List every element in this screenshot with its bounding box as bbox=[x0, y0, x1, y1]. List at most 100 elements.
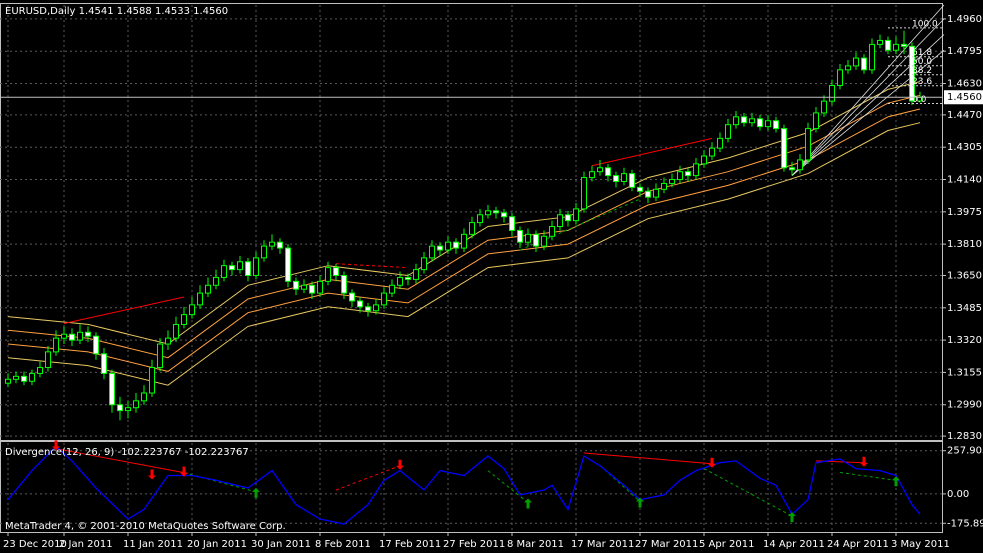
candle-body bbox=[237, 261, 243, 271]
candle-body bbox=[29, 372, 35, 382]
fan-line bbox=[791, 49, 945, 176]
candle-body bbox=[317, 280, 323, 294]
candle-body bbox=[85, 331, 91, 337]
candle-body bbox=[93, 335, 99, 355]
candle-body bbox=[189, 304, 195, 316]
candle-body bbox=[565, 214, 571, 222]
price-frame bbox=[0, 3, 943, 441]
x-tick-label: 20 Jan 2011 bbox=[187, 539, 247, 550]
y-tick-label: 1.4630 bbox=[947, 79, 982, 90]
x-tick-label: 14 Apr 2011 bbox=[763, 539, 825, 550]
candle-body bbox=[277, 241, 283, 249]
candle-body bbox=[757, 118, 763, 128]
candle-body bbox=[853, 57, 859, 67]
candle-body bbox=[605, 167, 611, 177]
sell-arrow bbox=[396, 459, 404, 470]
candle-body bbox=[557, 214, 563, 228]
y-tick-label: 1.4140 bbox=[947, 175, 982, 186]
candle-body bbox=[453, 241, 459, 249]
candle-body bbox=[341, 274, 347, 294]
candle-body bbox=[349, 292, 355, 302]
candle-body bbox=[293, 280, 299, 290]
candle-body bbox=[469, 222, 475, 235]
candle-body bbox=[789, 167, 795, 171]
fib-label: 100.0 bbox=[912, 19, 938, 29]
y-tick-label: 1.3810 bbox=[947, 239, 982, 250]
candle-body bbox=[429, 245, 435, 259]
y-tick-label: 1.4795 bbox=[947, 46, 982, 57]
candle-body bbox=[77, 331, 83, 341]
x-tick-label: 23 Dec 2010 bbox=[3, 539, 67, 550]
candle-body bbox=[909, 45, 915, 102]
candle-body bbox=[389, 284, 395, 294]
candle-body bbox=[541, 235, 547, 247]
candle-body bbox=[253, 257, 259, 276]
x-tick-label: 27 Mar 2011 bbox=[635, 539, 698, 550]
x-tick-label: 24 Apr 2011 bbox=[827, 539, 889, 550]
candle-body bbox=[461, 233, 467, 249]
candle-body bbox=[197, 292, 203, 306]
y-tick-label: 1.3485 bbox=[947, 303, 982, 314]
candle-body bbox=[829, 84, 835, 102]
candle-body bbox=[677, 171, 683, 181]
envelope-line bbox=[7, 122, 921, 386]
y-tick-label: 1.4470 bbox=[947, 110, 982, 121]
candle-body bbox=[133, 400, 139, 409]
candle-body bbox=[597, 167, 603, 173]
x-tick-label: 27 Feb 2011 bbox=[443, 539, 505, 550]
candle-body bbox=[517, 229, 523, 243]
candle-body bbox=[117, 404, 123, 412]
buy-arrow bbox=[524, 498, 532, 509]
candle-body bbox=[805, 128, 811, 161]
divergence-line bbox=[583, 452, 713, 465]
x-tick-label: 3 May 2011 bbox=[891, 539, 950, 550]
divergence-line bbox=[55, 448, 185, 474]
candle-body bbox=[749, 118, 755, 124]
candle-body bbox=[333, 267, 339, 276]
divergence-line bbox=[335, 263, 409, 269]
candle-body bbox=[709, 147, 715, 157]
x-tick-label: 11 Jan 2011 bbox=[123, 539, 183, 550]
sell-arrow bbox=[860, 456, 868, 467]
candle-body bbox=[765, 120, 771, 128]
candle-body bbox=[37, 367, 43, 374]
candle-body bbox=[773, 120, 779, 130]
candle-body bbox=[421, 257, 427, 271]
candle-body bbox=[885, 39, 891, 51]
indicator-title: Divergence(12, 26, 9) -102.223767 -102.2… bbox=[5, 447, 249, 458]
candle-body bbox=[397, 276, 403, 286]
candle-body bbox=[13, 375, 19, 380]
candle-body bbox=[157, 343, 163, 369]
candle-body bbox=[573, 208, 579, 222]
x-tick-label: 17 Mar 2011 bbox=[571, 539, 634, 550]
fib-label: 61.8 bbox=[912, 48, 932, 58]
candle-body bbox=[125, 407, 131, 412]
candle-body bbox=[717, 137, 723, 149]
fan-line bbox=[791, 34, 945, 176]
buy-arrow bbox=[636, 497, 644, 508]
candle-body bbox=[149, 367, 155, 394]
y-tick-label: 1.3650 bbox=[947, 270, 982, 281]
candle-body bbox=[213, 276, 219, 286]
last-price-label: 1.4560 bbox=[947, 92, 982, 103]
divergence-line bbox=[703, 468, 793, 517]
candle-body bbox=[781, 128, 787, 169]
candle-body bbox=[165, 337, 171, 345]
buy-arrow bbox=[252, 487, 260, 498]
candle-body bbox=[661, 182, 667, 190]
candle-body bbox=[701, 155, 707, 165]
x-tick-label: 30 Jan 2011 bbox=[251, 539, 311, 550]
candle-body bbox=[61, 333, 67, 339]
candle-body bbox=[493, 210, 499, 214]
candle-body bbox=[653, 188, 659, 198]
candle-body bbox=[589, 171, 595, 179]
candle-body bbox=[445, 241, 451, 251]
x-tick-label: 5 Apr 2011 bbox=[699, 539, 754, 550]
y-tick-label: 1.3975 bbox=[947, 207, 982, 218]
candle-body bbox=[693, 163, 699, 177]
candle-body bbox=[861, 57, 867, 71]
candle-body bbox=[285, 247, 291, 282]
candle-body bbox=[733, 116, 739, 126]
